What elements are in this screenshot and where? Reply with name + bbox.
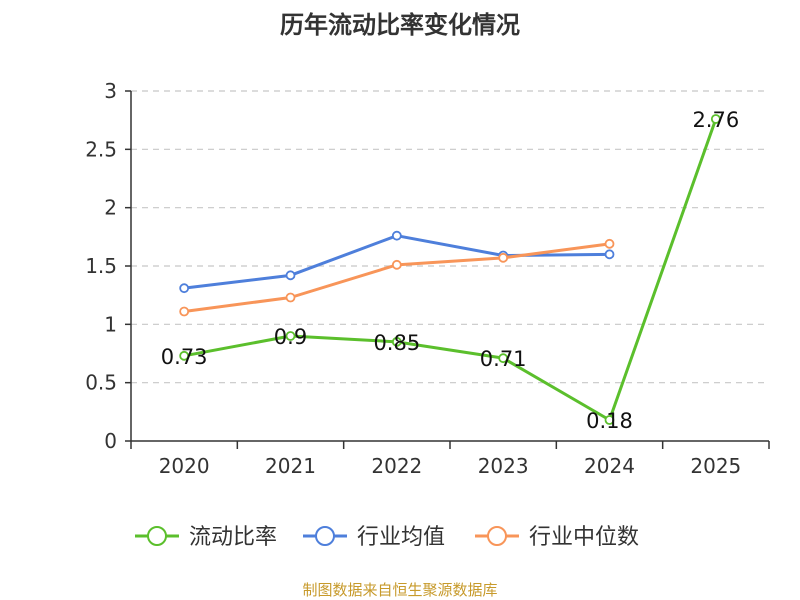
data-point-s2-2024 — [604, 238, 615, 249]
legend-label-2: 行业中位数 — [529, 525, 639, 550]
series-lines — [179, 114, 721, 425]
legend-label-1: 行业均值 — [357, 525, 445, 550]
data-point-s1-2024 — [604, 249, 615, 260]
axes: 0 0.5 1 1.5 2 2.5 3 2020 2021 2022 2023 2024 2025 — [85, 79, 770, 478]
legend: 流动比率 行业均值 行业中位数 — [135, 525, 639, 550]
x-tick-label-2021: 2021 — [265, 454, 316, 478]
legend-item-2: 行业中位数 — [475, 525, 639, 550]
data-point-s2-2021 — [285, 292, 296, 303]
series-line-0 — [183, 118, 718, 422]
data-point-s1-2020 — [179, 283, 190, 294]
x-tick-label-2022: 2022 — [371, 454, 422, 478]
data-point-s1-2021 — [285, 270, 296, 281]
data-labels: 0.73 0.9 0.85 0.71 0.18 2.76 — [161, 108, 739, 433]
y-tick-label-6: 3 — [104, 79, 117, 103]
data-point-s2-2022 — [391, 259, 402, 270]
legend-swatch-marker-1 — [315, 526, 335, 546]
y-tick-label-0: 0 — [104, 429, 117, 453]
y-tick-label-5: 2.5 — [85, 137, 117, 161]
data-point-s0-2024 — [604, 415, 615, 425]
y-tick-label-2: 1 — [104, 312, 117, 336]
data-point-s1-2022 — [391, 230, 402, 241]
chart-title: 历年流动比率变化情况 — [280, 11, 520, 39]
legend-item-1: 行业均值 — [303, 525, 445, 550]
legend-swatch-marker-0 — [147, 526, 167, 546]
legend-item-0: 流动比率 — [135, 525, 277, 550]
data-label-2021: 0.9 — [274, 325, 307, 349]
data-point-s0-2023 — [498, 353, 509, 364]
data-point-s0-2020 — [179, 350, 190, 361]
legend-label-0: 流动比率 — [189, 525, 277, 550]
data-point-s0-2022 — [391, 336, 402, 347]
x-tick-label-2020: 2020 — [159, 454, 210, 478]
data-point-s2-2023 — [498, 252, 509, 263]
y-tick-label-1: 0.5 — [85, 371, 117, 395]
y-tick-label-4: 2 — [104, 196, 117, 220]
data-point-s2-2020 — [179, 306, 190, 317]
data-label-2020: 0.73 — [161, 345, 208, 369]
y-tick-label-3: 1.5 — [85, 254, 117, 278]
x-tick-label-2025: 2025 — [690, 454, 741, 478]
x-tick-label-2023: 2023 — [478, 454, 529, 478]
data-label-2023: 0.71 — [480, 347, 527, 371]
data-label-2022: 0.85 — [373, 331, 420, 355]
x-tick-label-2024: 2024 — [584, 454, 635, 478]
data-point-s0-2025 — [710, 114, 721, 124]
data-label-2025: 2.76 — [692, 108, 739, 132]
data-label-2024: 0.18 — [586, 409, 633, 433]
data-point-s0-2021 — [285, 331, 296, 341]
legend-swatch-marker-2 — [487, 526, 507, 546]
source-note: 制图数据来自恒生聚源数据库 — [302, 581, 497, 599]
